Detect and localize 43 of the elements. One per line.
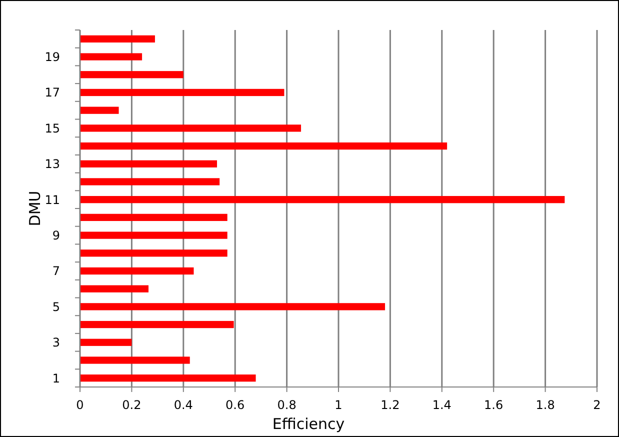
x-axis-title: Efficiency	[272, 415, 345, 433]
bar	[80, 356, 190, 364]
y-axis-title: DMU	[26, 190, 44, 226]
bar	[80, 178, 220, 186]
bar	[80, 71, 184, 78]
y-tick-label: 7	[52, 264, 60, 278]
bar	[80, 214, 228, 221]
x-tick-label: 2	[593, 398, 601, 412]
bar	[80, 303, 386, 310]
x-tick-label: 0	[76, 398, 84, 412]
bar	[80, 250, 228, 257]
x-tick-label: 1.6	[484, 398, 504, 412]
bar	[80, 35, 155, 42]
y-tick-label: 3	[52, 336, 60, 350]
bar	[80, 88, 284, 96]
bar	[80, 106, 119, 114]
y-tick-label: 17	[44, 86, 60, 100]
y-tick-label: 13	[44, 157, 60, 172]
bar	[80, 374, 256, 382]
x-tick-label: 0.6	[226, 398, 245, 412]
y-tick-label: 11	[44, 192, 60, 207]
x-tick-label: 1.8	[536, 398, 555, 412]
x-tick-label: 1.2	[380, 398, 400, 412]
bar	[80, 320, 234, 328]
y-tick-label: 15	[44, 121, 60, 136]
x-tick-label: 1	[334, 398, 342, 412]
bar	[80, 232, 228, 239]
bar	[80, 196, 565, 204]
x-tick-label: 0.2	[122, 398, 142, 412]
bar	[80, 160, 218, 168]
x-tick-label: 0.4	[174, 398, 193, 412]
bar	[80, 124, 302, 132]
bar	[80, 53, 142, 60]
bar	[80, 142, 448, 150]
x-tick-label: 0.8	[277, 398, 296, 412]
bar	[80, 267, 194, 275]
y-tick-label: 1	[52, 371, 60, 386]
x-tick-label: 1.4	[432, 398, 452, 412]
bar	[80, 338, 132, 346]
y-tick-label: 19	[44, 50, 60, 64]
y-tick-label: 9	[52, 228, 60, 242]
y-tick-label: 5	[52, 300, 60, 314]
bar	[80, 285, 149, 292]
